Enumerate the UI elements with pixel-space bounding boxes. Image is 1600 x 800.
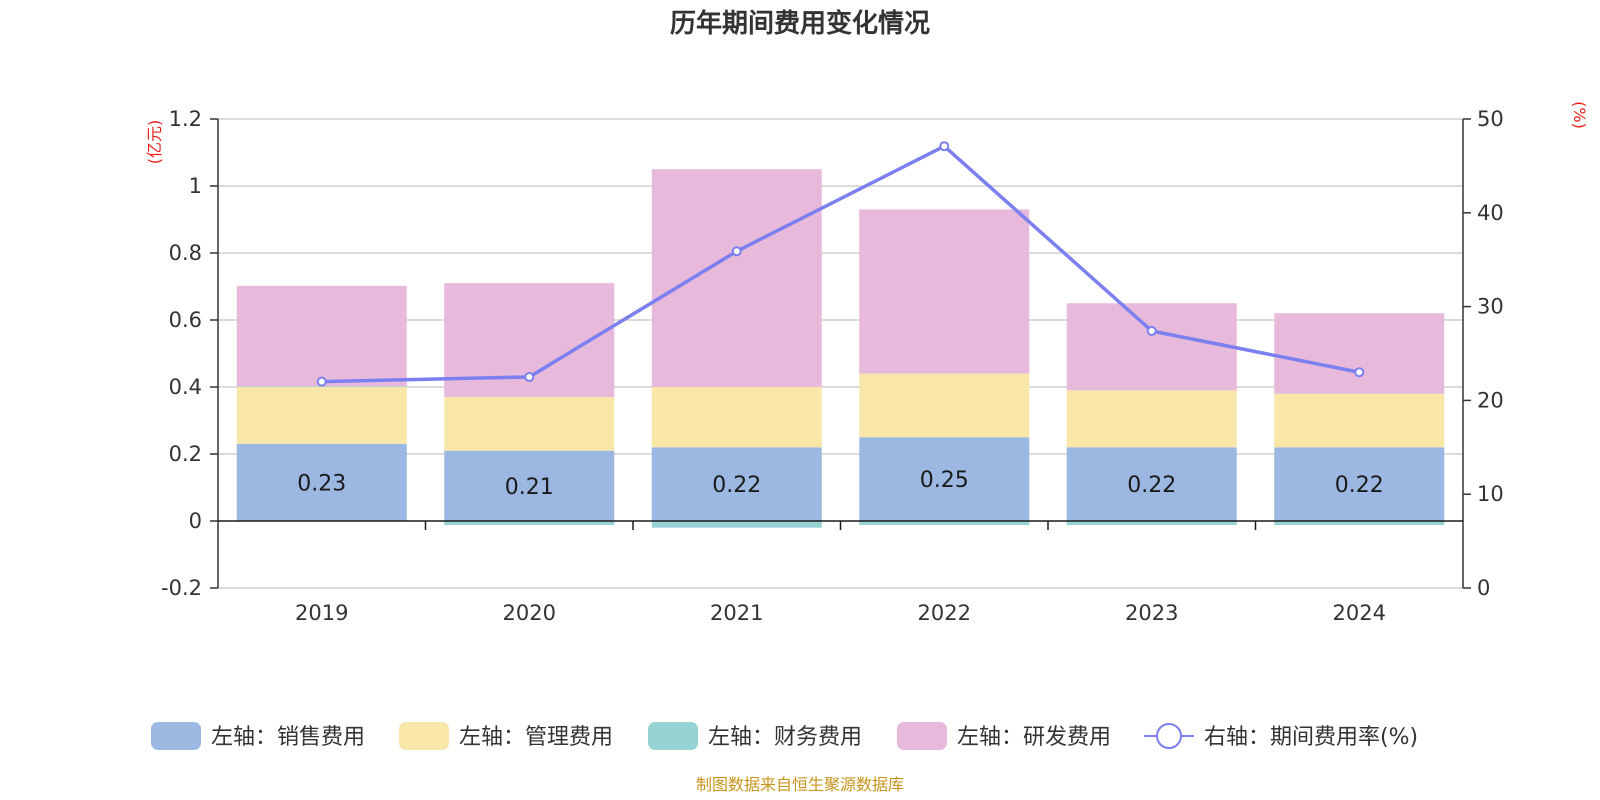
data-labels: 0.23 0.21 0.22 0.25 0.22 0.22: [297, 468, 1383, 500]
right-tick-label-5: 50: [1477, 107, 1504, 131]
bar-s0-2019: [236, 443, 407, 521]
data-label-2023: 0.22: [1127, 473, 1176, 498]
bar-s2-2023: [1066, 521, 1237, 526]
x-tick-label-2024: 2024: [1333, 601, 1386, 625]
right-axis-unit: (%): [1570, 101, 1589, 129]
bar-s3-2022: [859, 209, 1030, 374]
grid: [218, 118, 1463, 589]
left-tick-label-6: 1: [189, 174, 202, 198]
left-tick-label-2: 0.2: [169, 442, 202, 466]
data-label-2024: 0.22: [1335, 473, 1384, 498]
data-label-2019: 0.23: [297, 471, 346, 496]
rate-point-2023: [1146, 325, 1157, 336]
x-tick-label-2020: 2020: [503, 601, 556, 625]
bar-s1-2020: [444, 397, 615, 451]
legend: 左轴：销售费用 左轴：管理费用 左轴：财务费用 左轴：研发费用 右轴：期间费用率(%): [151, 722, 1418, 750]
rate-point-2024: [1354, 367, 1365, 378]
bar-s3-2021: [651, 169, 822, 387]
bar-s2-2024: [1274, 521, 1445, 526]
bar-s1-2023: [1066, 390, 1237, 448]
rate-point-2019: [316, 376, 327, 387]
axes: -0.2 0 0.2 0.4 0.6 0.8 1 1.2 0 10 20 30 40 50 2019 2020…: [161, 107, 1504, 625]
x-tick-label-2023: 2023: [1125, 601, 1178, 625]
right-tick-label-2: 20: [1477, 388, 1504, 412]
legend-swatch-0: [151, 722, 201, 750]
rate-point-2021: [731, 246, 742, 257]
legend-label-0: 左轴：销售费用: [211, 725, 365, 750]
left-tick-label-5: 0.8: [169, 241, 202, 265]
data-label-2021: 0.22: [712, 473, 761, 498]
legend-label-4: 右轴：期间费用率(%): [1204, 725, 1418, 750]
legend-swatch-marker-4: [1156, 723, 1182, 749]
x-tick-label-2021: 2021: [710, 601, 763, 625]
right-tick-label-4: 40: [1477, 201, 1504, 225]
bar-s3-2023: [1066, 303, 1237, 391]
rate-point-2020: [524, 371, 535, 382]
legend-label-2: 左轴：财务费用: [708, 725, 862, 750]
bar-s1-2024: [1274, 393, 1445, 448]
footer-source: 制图数据来自恒生聚源数据库: [696, 775, 904, 794]
bar-s3-2019: [236, 285, 407, 387]
rate-line: [321, 144, 1360, 384]
bar-s2-2020: [444, 521, 615, 526]
bar-s1-2022: [859, 373, 1030, 438]
legend-swatch-1: [399, 722, 449, 750]
x-tick-label-2022: 2022: [918, 601, 971, 625]
bar-s1-2019: [236, 387, 407, 444]
bars: [236, 169, 1445, 528]
rate-point-2022: [939, 141, 950, 152]
legend-label-3: 左轴：研发费用: [957, 725, 1111, 750]
left-tick-label-1: 0: [189, 509, 202, 533]
left-tick-label-4: 0.6: [169, 308, 202, 332]
right-tick-label-3: 30: [1477, 295, 1504, 319]
right-tick-label-0: 0: [1477, 576, 1490, 600]
left-axis-unit: (亿元): [145, 120, 164, 165]
x-tick-label-2019: 2019: [295, 601, 348, 625]
bar-s0-2021: [651, 447, 822, 521]
right-tick-label-1: 10: [1477, 482, 1504, 506]
bar-s1-2021: [651, 387, 822, 448]
legend-label-1: 左轴：管理费用: [459, 725, 613, 750]
legend-swatch-3: [897, 722, 947, 750]
bar-s2-2019: [236, 386, 407, 387]
left-tick-label-7: 1.2: [169, 107, 202, 131]
bar-s0-2024: [1274, 447, 1445, 521]
data-label-2020: 0.21: [505, 475, 554, 500]
line-series: [316, 141, 1365, 387]
legend-swatch-2: [648, 722, 698, 750]
bar-s0-2022: [859, 437, 1030, 521]
bar-s0-2023: [1066, 447, 1237, 521]
bar-s2-2022: [859, 521, 1030, 526]
bar-s3-2024: [1274, 313, 1445, 394]
data-label-2022: 0.25: [920, 468, 969, 493]
bar-s2-2021: [651, 521, 822, 528]
bar-s0-2020: [444, 450, 615, 521]
left-tick-label-3: 0.4: [169, 375, 202, 399]
left-tick-label-0: -0.2: [161, 576, 202, 600]
chart-title: 历年期间费用变化情况: [670, 8, 930, 39]
